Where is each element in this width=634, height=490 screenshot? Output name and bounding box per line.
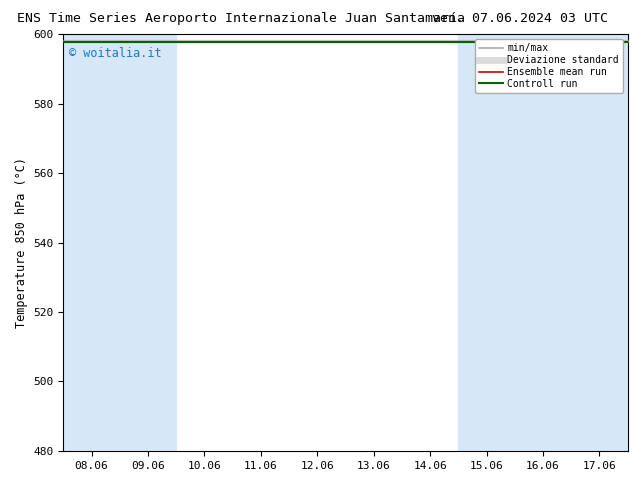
Text: ENS Time Series Aeroporto Internazionale Juan Santamaría: ENS Time Series Aeroporto Internazionale… [17,12,465,25]
Legend: min/max, Deviazione standard, Ensemble mean run, Controll run: min/max, Deviazione standard, Ensemble m… [476,39,623,93]
Bar [571,34,628,451]
Bar [120,34,176,451]
Bar [458,34,515,451]
Bar [515,34,571,451]
Text: © woitalia.it: © woitalia.it [69,47,162,60]
Bar [63,34,120,451]
Y-axis label: Temperature 850 hPa (°C): Temperature 850 hPa (°C) [15,157,28,328]
Text: ven. 07.06.2024 03 UTC: ven. 07.06.2024 03 UTC [432,12,608,25]
